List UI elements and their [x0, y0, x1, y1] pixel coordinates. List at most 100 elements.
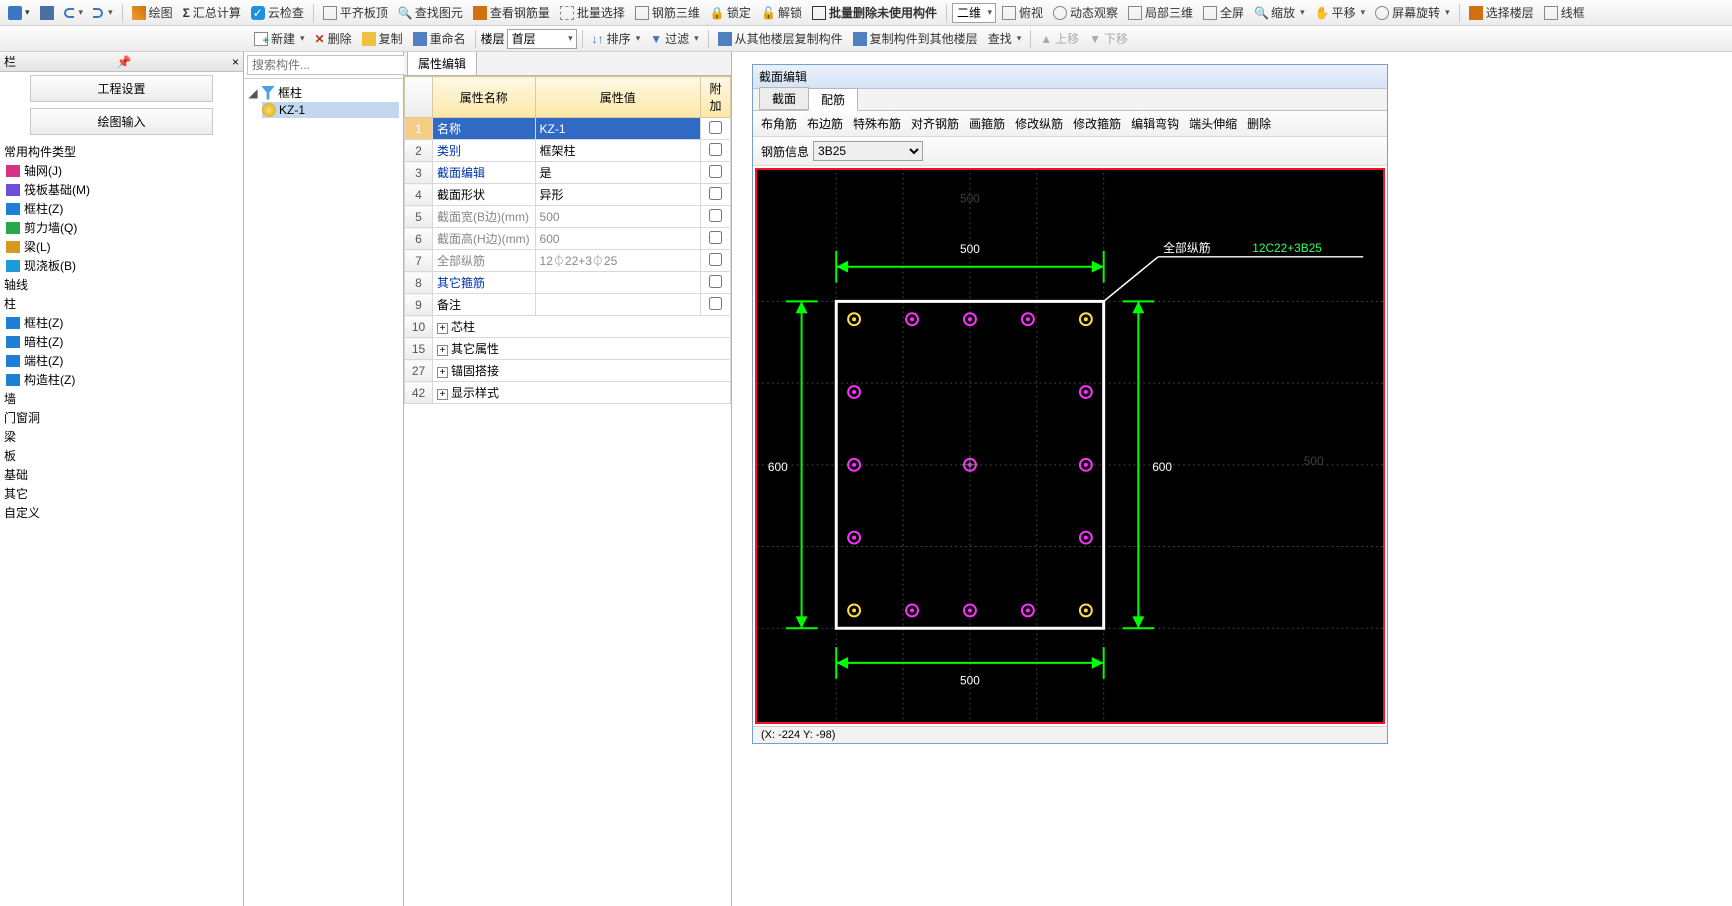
property-row[interactable]: 27+锚固搭接: [405, 360, 731, 382]
section-tool-button[interactable]: 编辑弯钩: [1131, 115, 1179, 132]
tree-category[interactable]: 梁: [2, 427, 241, 446]
pan-button[interactable]: ✋平移: [1311, 2, 1370, 23]
tab-section[interactable]: 截面: [759, 87, 809, 110]
tree-category[interactable]: 板: [2, 446, 241, 465]
expand-icon[interactable]: +: [437, 367, 448, 378]
save-button[interactable]: [36, 4, 58, 22]
prop-extra[interactable]: [701, 162, 731, 184]
tree-item[interactable]: 轴网(J): [2, 161, 241, 180]
prop-extra[interactable]: [701, 272, 731, 294]
property-row[interactable]: 7全部纵筋12⏀22+3⏀25: [405, 250, 731, 272]
prop-value[interactable]: 是: [535, 162, 700, 184]
project-settings-button[interactable]: 工程设置: [30, 75, 213, 102]
prop-value[interactable]: 500: [535, 206, 700, 228]
tree-item[interactable]: 现浇板(B): [2, 256, 241, 275]
prop-group[interactable]: +显示样式: [433, 382, 731, 404]
tree-item[interactable]: 端柱(Z): [2, 351, 241, 370]
tree-item[interactable]: 暗柱(Z): [2, 332, 241, 351]
prop-value[interactable]: 异形: [535, 184, 700, 206]
section-tool-button[interactable]: 布边筋: [807, 115, 843, 132]
unlock-button[interactable]: 🔓解锁: [757, 2, 806, 23]
sum-calc-button[interactable]: Σ 汇总计算: [179, 2, 245, 23]
section-tool-button[interactable]: 画箍筋: [969, 115, 1005, 132]
copy-to-floor-button[interactable]: 复制构件到其他楼层: [849, 28, 982, 49]
find-element-button[interactable]: 🔍查找图元: [394, 2, 467, 23]
local-3d-button[interactable]: 局部三维: [1124, 2, 1197, 23]
tree-node-selected[interactable]: KZ-1: [262, 102, 399, 118]
section-tool-button[interactable]: 修改箍筋: [1073, 115, 1121, 132]
select-floor-button[interactable]: 选择楼层: [1465, 2, 1538, 23]
rotate-screen-button[interactable]: 屏幕旋转: [1371, 2, 1454, 23]
property-row[interactable]: 9备注: [405, 294, 731, 316]
tree-item[interactable]: 框柱(Z): [2, 313, 241, 332]
lock-button[interactable]: 🔒锁定: [706, 2, 755, 23]
tree-item[interactable]: 筏板基础(M): [2, 180, 241, 199]
section-tool-button[interactable]: 端头伸缩: [1189, 115, 1237, 132]
property-row[interactable]: 15+其它属性: [405, 338, 731, 360]
expand-icon[interactable]: +: [437, 323, 448, 334]
expand-icon[interactable]: +: [437, 389, 448, 400]
property-row[interactable]: 10+芯柱: [405, 316, 731, 338]
undo-button[interactable]: [60, 5, 88, 20]
prop-extra[interactable]: [701, 140, 731, 162]
prop-extra[interactable]: [701, 250, 731, 272]
tree-category[interactable]: 自定义: [2, 503, 241, 522]
delete-button[interactable]: ✕ 删除: [311, 28, 356, 49]
property-row[interactable]: 8其它箍筋: [405, 272, 731, 294]
prop-value[interactable]: [535, 294, 700, 316]
tree-category[interactable]: 柱: [2, 294, 241, 313]
prop-value[interactable]: 12⏀22+3⏀25: [535, 250, 700, 272]
move-up-button[interactable]: ▲ 上移: [1036, 28, 1083, 49]
prop-value[interactable]: [535, 118, 700, 140]
sort-button[interactable]: ↓↑ 排序: [588, 28, 645, 49]
move-down-button[interactable]: ▼ 下移: [1085, 28, 1132, 49]
prop-group[interactable]: +芯柱: [433, 316, 731, 338]
tab-rebar[interactable]: 配筋: [808, 88, 858, 111]
section-tool-button[interactable]: 布角筋: [761, 115, 797, 132]
prop-value[interactable]: [535, 272, 700, 294]
prop-value[interactable]: 600: [535, 228, 700, 250]
redo-button[interactable]: [89, 5, 117, 20]
prop-extra[interactable]: [701, 294, 731, 316]
prop-extra[interactable]: [701, 228, 731, 250]
close-panel-button[interactable]: ×: [232, 55, 239, 69]
property-row[interactable]: 6截面高(H边)(mm)600: [405, 228, 731, 250]
cloud-check-button[interactable]: ✓云检查: [247, 2, 308, 23]
section-tool-button[interactable]: 对齐钢筋: [911, 115, 959, 132]
tree-item[interactable]: 梁(L): [2, 237, 241, 256]
property-row[interactable]: 5截面宽(B边)(mm)500: [405, 206, 731, 228]
property-row[interactable]: 3截面编辑是: [405, 162, 731, 184]
draw-input-button[interactable]: 绘图输入: [30, 108, 213, 135]
section-canvas[interactable]: 500500500500600600全部纵筋12C22+3B25: [755, 168, 1385, 724]
prop-extra[interactable]: [701, 206, 731, 228]
batch-select-button[interactable]: 批量选择: [556, 2, 629, 23]
section-tool-button[interactable]: 修改纵筋: [1015, 115, 1063, 132]
rebar-3d-button[interactable]: 钢筋三维: [631, 2, 704, 23]
new-button[interactable]: +新建: [250, 28, 309, 49]
tab-property-edit[interactable]: 属性编辑: [407, 52, 477, 75]
find-button[interactable]: 查找: [984, 28, 1026, 49]
prop-group[interactable]: +锚固搭接: [433, 360, 731, 382]
tree-category[interactable]: 门窗洞: [2, 408, 241, 427]
expand-icon[interactable]: +: [437, 345, 448, 356]
draw-button[interactable]: 绘图: [128, 2, 177, 23]
orbit-button[interactable]: 动态观察: [1049, 2, 1122, 23]
align-slab-button[interactable]: 平齐板顶: [319, 2, 392, 23]
tree-category[interactable]: 其它: [2, 484, 241, 503]
batch-delete-unused-button[interactable]: 批量删除未使用构件: [808, 2, 941, 23]
tree-item[interactable]: 剪力墙(Q): [2, 218, 241, 237]
tree-category[interactable]: 基础: [2, 465, 241, 484]
tree-category[interactable]: 轴线: [2, 275, 241, 294]
zoom-button[interactable]: 🔍缩放: [1250, 2, 1309, 23]
property-row[interactable]: 4截面形状异形: [405, 184, 731, 206]
prop-extra[interactable]: [701, 184, 731, 206]
rebar-info-select[interactable]: 3B25: [813, 141, 923, 161]
property-row[interactable]: 2类别框架柱: [405, 140, 731, 162]
app-menu-button[interactable]: ▾: [4, 4, 34, 22]
property-row[interactable]: 1名称: [405, 118, 731, 140]
prop-value[interactable]: 框架柱: [535, 140, 700, 162]
fullscreen-button[interactable]: 全屏: [1199, 2, 1248, 23]
section-tool-button[interactable]: 特殊布筋: [853, 115, 901, 132]
wireframe-button[interactable]: 线框: [1540, 2, 1589, 23]
view-rebar-button[interactable]: 查看钢筋量: [469, 2, 554, 23]
